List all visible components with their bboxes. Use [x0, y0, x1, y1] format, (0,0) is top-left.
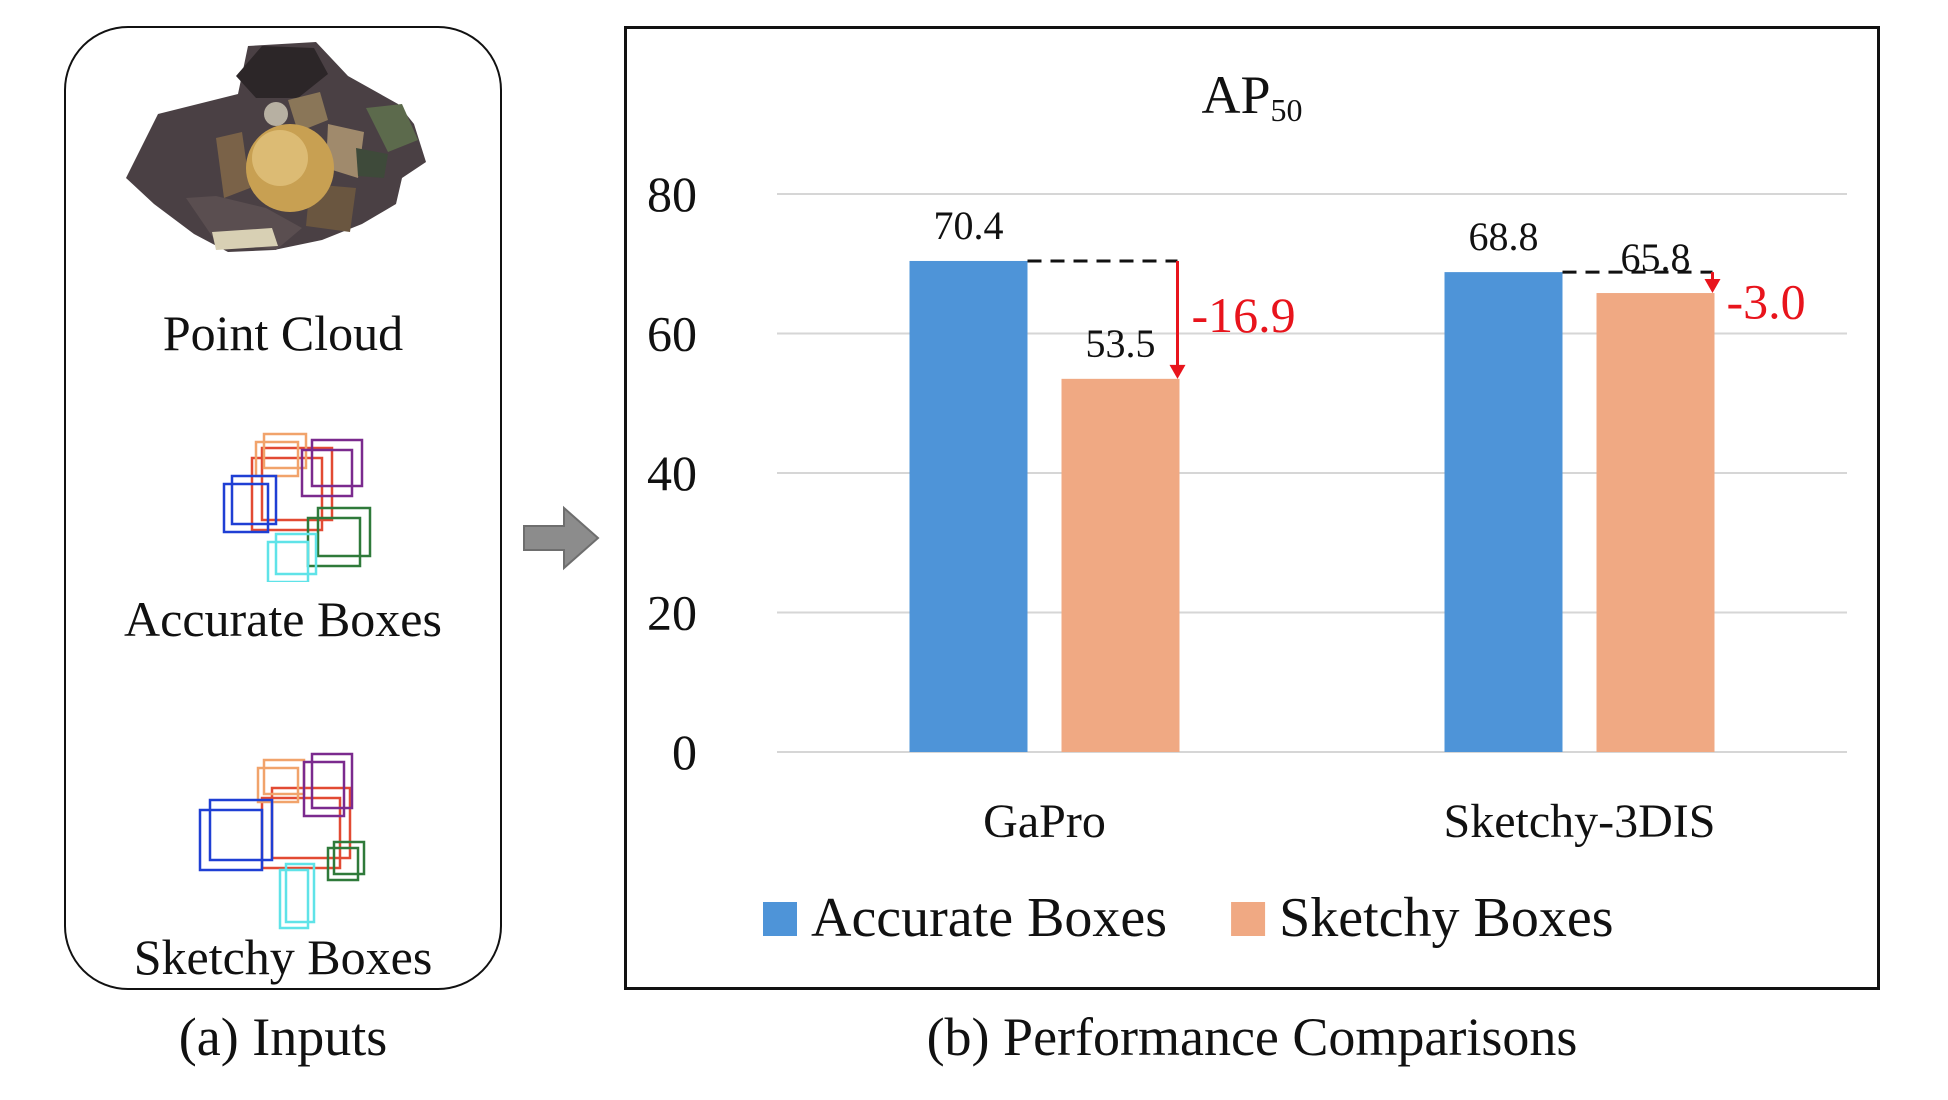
y-tick-label: 60	[647, 306, 697, 362]
delta-arrow-head	[1704, 279, 1721, 294]
inputs-panel: Point Cloud Accurate Boxes	[64, 26, 502, 990]
bar-accurate-1	[1444, 272, 1563, 752]
arrow-right-icon	[523, 505, 600, 571]
bar-sketchy-1	[1596, 293, 1715, 752]
bar-sketchy-0	[1061, 378, 1180, 752]
point-cloud-label: Point Cloud	[162, 305, 404, 361]
accurate-boxes-image	[222, 432, 372, 582]
data-label: 53.5	[1086, 321, 1156, 366]
legend-swatch-0	[763, 902, 797, 936]
legend-label: Accurate Boxes	[811, 887, 1167, 949]
y-tick-label: 80	[647, 166, 697, 222]
delta-label: -16.9	[1192, 287, 1296, 343]
x-category-label: GaPro	[983, 795, 1106, 848]
delta-arrow-head	[1169, 364, 1186, 379]
sketchy-boxes-label: Sketchy Boxes	[133, 929, 433, 985]
point-cloud-image	[126, 42, 426, 252]
y-tick-label: 20	[647, 585, 697, 641]
sketchy-boxes-image	[198, 752, 366, 930]
x-category-label: Sketchy-3DIS	[1444, 795, 1716, 848]
chart-title: AP50	[1201, 65, 1302, 128]
y-tick-label: 0	[672, 724, 697, 780]
data-label: 68.8	[1469, 214, 1539, 259]
comparison-caption: (b) Performance Comparisons	[926, 1007, 1578, 1067]
chart-frame: AP50 0 20 40 60 80 70.4 53.5 GaPro -16.9 68.8 65.8 S…	[624, 26, 1880, 990]
legend-label: Sketchy Boxes	[1279, 887, 1613, 949]
bar-accurate-0	[909, 260, 1028, 752]
legend-swatch-1	[1231, 902, 1266, 936]
inputs-caption: (a) Inputs	[178, 1007, 388, 1067]
accurate-boxes-label: Accurate Boxes	[124, 591, 442, 647]
y-tick-label: 40	[647, 445, 697, 501]
delta-label: -3.0	[1727, 274, 1806, 330]
data-label: 70.4	[934, 203, 1004, 248]
